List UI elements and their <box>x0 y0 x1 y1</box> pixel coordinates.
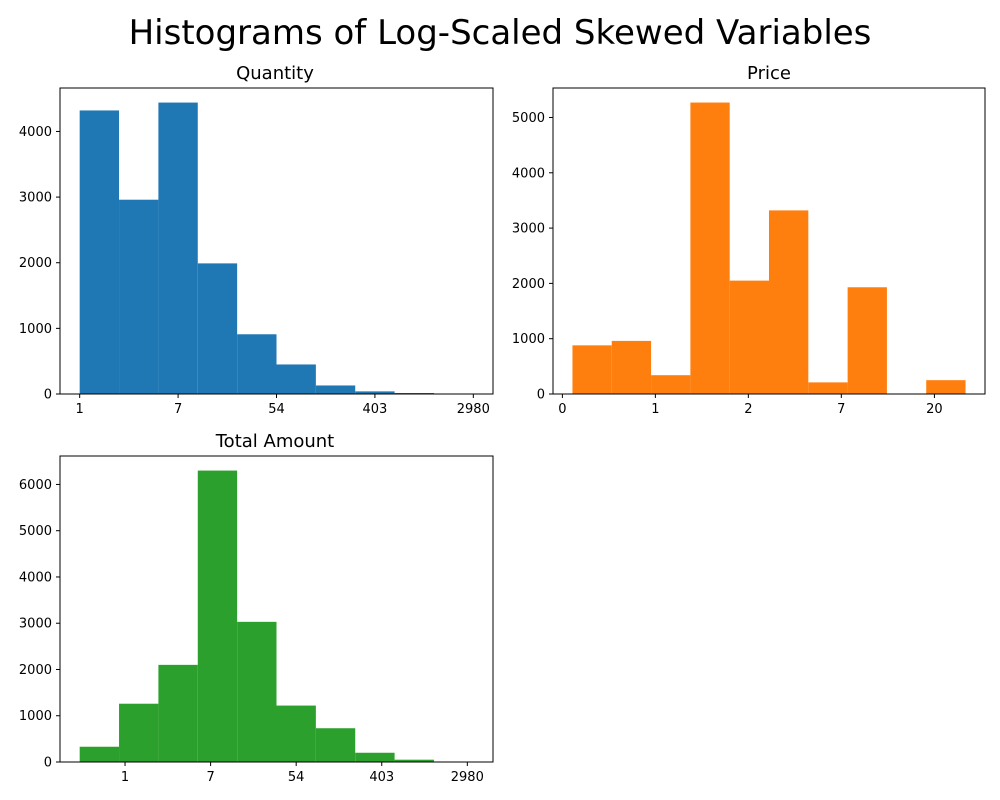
price-xtick-label-2: 2 <box>744 402 752 417</box>
total-amount-ytick-label-2: 2000 <box>19 663 52 678</box>
total-amount-xtick-label-1: 7 <box>206 770 214 785</box>
price-title: Price <box>747 63 791 84</box>
quantity-xtick-label-3: 403 <box>362 402 387 417</box>
quantity-bar-7 <box>355 391 395 394</box>
total-amount-bar-1 <box>119 703 159 762</box>
total-amount-bar-0 <box>79 746 120 762</box>
total-amount-ytick-label-5: 5000 <box>19 524 52 539</box>
price-ytick-label-0: 0 <box>537 388 545 403</box>
figure-title: Histograms of Log-Scaled Skewed Variable… <box>129 13 872 53</box>
total-amount-bar-7 <box>355 752 395 762</box>
total-amount-ytick-label-6: 6000 <box>19 478 52 493</box>
quantity-ytick-label-4: 4000 <box>19 125 52 140</box>
price-bar-7 <box>847 287 887 394</box>
price-plot: 0 1000 2000 3000 4000 5000 0 1 2 7 20 <box>512 87 986 417</box>
total-amount-bar-4 <box>237 621 277 762</box>
total-amount-bar-3 <box>197 470 238 762</box>
quantity-xtick-label-4: 2980 <box>457 402 490 417</box>
price-xtick-label-1: 1 <box>651 402 659 417</box>
price-ytick-label-5: 5000 <box>512 111 545 126</box>
quantity-bar-2 <box>158 102 198 395</box>
price-xtick-label-3: 7 <box>837 402 845 417</box>
total-amount-axes-frame <box>59 455 494 763</box>
quantity-bar-4 <box>237 334 277 394</box>
price-bar-5 <box>769 210 809 394</box>
total-amount-xtick-label-0: 1 <box>121 770 129 785</box>
total-amount-ytick-label-1: 1000 <box>19 709 52 724</box>
total-amount-xtick-label-3: 403 <box>369 770 394 785</box>
total-amount-bar-8 <box>394 759 434 762</box>
price-panel: Price 0 1000 2000 3000 4000 5000 0 1 2 7 20 <box>512 63 986 417</box>
price-bar-2 <box>651 375 691 394</box>
total-amount-plot: 0 1000 2000 3000 4000 5000 6000 1 7 54 403 2980 <box>19 455 494 785</box>
quantity-ytick-label-0: 0 <box>44 388 52 403</box>
price-bar-4 <box>729 280 769 394</box>
quantity-bar-1 <box>119 199 159 394</box>
quantity-xtick-label-2: 54 <box>268 402 285 417</box>
quantity-plot: 0 1000 2000 3000 4000 1 7 54 403 2980 <box>19 87 494 417</box>
price-ytick-label-4: 4000 <box>512 166 545 181</box>
price-axes-frame <box>552 87 986 395</box>
total-amount-ytick-label-3: 3000 <box>19 617 52 632</box>
quantity-bar-0 <box>79 110 120 394</box>
total-amount-xtick-label-4: 2980 <box>451 770 484 785</box>
price-bar-3 <box>690 102 730 394</box>
total-amount-xtick-label-2: 54 <box>288 770 305 785</box>
total-amount-panel: Total Amount 0 1000 2000 3000 4000 5000 6000 1 7… <box>19 431 494 785</box>
quantity-title: Quantity <box>236 63 314 84</box>
price-ytick-label-1: 1000 <box>512 332 545 347</box>
quantity-bar-6 <box>315 385 356 394</box>
total-amount-bar-5 <box>276 705 316 762</box>
quantity-bar-5 <box>276 364 316 394</box>
quantity-ytick-label-2: 2000 <box>19 256 52 271</box>
price-ytick-label-3: 3000 <box>512 222 545 237</box>
price-bar-9 <box>926 380 966 394</box>
quantity-ytick-label-3: 3000 <box>19 191 52 206</box>
total-amount-ytick-label-4: 4000 <box>19 570 52 585</box>
quantity-xtick-label-1: 7 <box>174 402 182 417</box>
quantity-bar-3 <box>197 263 238 394</box>
price-ytick-label-2: 2000 <box>512 277 545 292</box>
quantity-xtick-label-0: 1 <box>76 402 84 417</box>
price-bar-1 <box>611 340 652 394</box>
price-xtick-label-0: 0 <box>558 402 566 417</box>
price-xtick-label-4: 20 <box>926 402 943 417</box>
quantity-ytick-label-1: 1000 <box>19 322 52 337</box>
total-amount-ytick-label-0: 0 <box>44 756 52 771</box>
quantity-panel: Quantity 0 1000 2000 3000 4000 1 7 54 403 2980 <box>19 63 494 417</box>
price-bar-6 <box>808 382 848 394</box>
total-amount-bar-2 <box>158 664 198 762</box>
total-amount-bar-6 <box>315 728 356 762</box>
total-amount-title: Total Amount <box>215 431 335 452</box>
price-bar-0 <box>572 345 612 394</box>
